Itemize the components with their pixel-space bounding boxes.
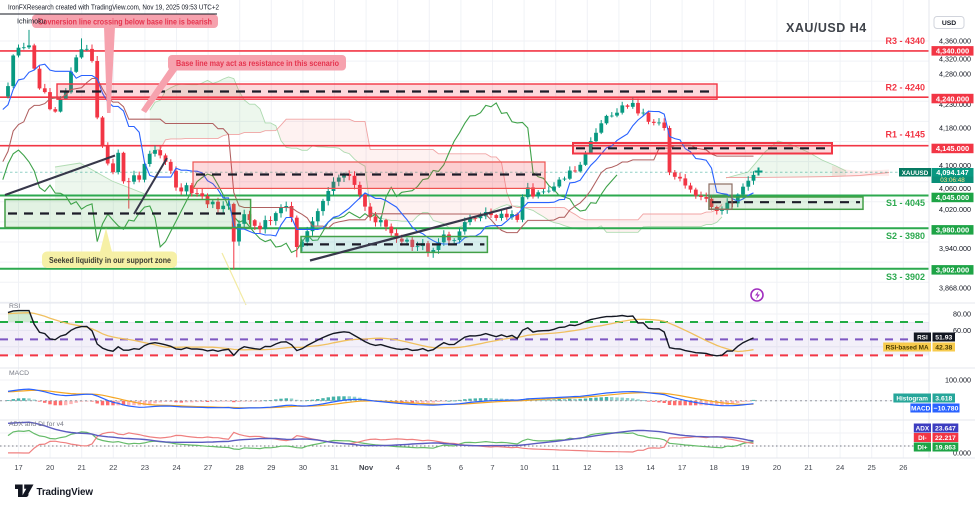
svg-text:14: 14 xyxy=(646,463,654,472)
svg-text:24: 24 xyxy=(836,463,844,472)
svg-text:80.00: 80.00 xyxy=(953,310,971,319)
svg-text:100.000: 100.000 xyxy=(945,376,971,385)
svg-text:Histogram: Histogram xyxy=(896,395,928,402)
svg-text:3,940.000: 3,940.000 xyxy=(939,244,971,253)
svg-text:4,045.000: 4,045.000 xyxy=(936,193,969,202)
svg-text:0.000: 0.000 xyxy=(953,449,971,458)
svg-text:Ichimoku: Ichimoku xyxy=(17,17,46,26)
svg-text:23: 23 xyxy=(141,463,149,472)
svg-text:10: 10 xyxy=(520,463,528,472)
svg-text:27: 27 xyxy=(204,463,212,472)
svg-text:4,340.000: 4,340.000 xyxy=(936,47,969,56)
svg-text:MACD: MACD xyxy=(911,405,931,412)
svg-text:51.93: 51.93 xyxy=(935,334,952,341)
svg-text:−10.780: −10.780 xyxy=(934,405,959,412)
svg-text:24: 24 xyxy=(172,463,180,472)
svg-text:ADX: ADX xyxy=(916,425,930,432)
svg-text:21: 21 xyxy=(78,463,86,472)
svg-text:USD: USD xyxy=(942,20,956,27)
svg-text:R1 - 4145: R1 - 4145 xyxy=(885,130,925,140)
svg-text:29: 29 xyxy=(267,463,275,472)
svg-text:42.38: 42.38 xyxy=(935,344,952,351)
svg-text:20: 20 xyxy=(46,463,54,472)
svg-text:28: 28 xyxy=(236,463,244,472)
svg-text:5: 5 xyxy=(427,463,431,472)
svg-text:4,100.000: 4,100.000 xyxy=(939,161,971,170)
svg-text:31: 31 xyxy=(330,463,338,472)
svg-text:4,060.000: 4,060.000 xyxy=(939,184,971,193)
svg-text:S1 - 4045: S1 - 4045 xyxy=(886,198,925,208)
svg-text:RSI-based MA: RSI-based MA xyxy=(886,344,929,351)
svg-text:R3 - 4340: R3 - 4340 xyxy=(885,36,925,46)
svg-text:XAUUSD: XAUUSD xyxy=(902,170,929,177)
svg-text:25: 25 xyxy=(868,463,876,472)
svg-text:S2 - 3980: S2 - 3980 xyxy=(886,231,925,241)
svg-text:XAU/USD H4: XAU/USD H4 xyxy=(786,21,867,35)
svg-text:Covnersion line crossing below: Covnersion line crossing below base line… xyxy=(38,17,212,26)
svg-text:3,868.000: 3,868.000 xyxy=(939,283,971,292)
svg-text:TradingView: TradingView xyxy=(37,487,94,498)
svg-text:4: 4 xyxy=(396,463,400,472)
svg-text:4,180.000: 4,180.000 xyxy=(939,124,971,133)
svg-text:17: 17 xyxy=(14,463,22,472)
svg-text:11: 11 xyxy=(552,463,560,472)
svg-text:4,094.147: 4,094.147 xyxy=(936,168,968,177)
svg-text:RSI: RSI xyxy=(9,303,20,310)
svg-text:4,230.000: 4,230.000 xyxy=(939,100,971,109)
svg-text:DI-: DI- xyxy=(918,435,927,442)
svg-text:ADX and DI for v4: ADX and DI for v4 xyxy=(9,421,64,428)
svg-text:R2 - 4240: R2 - 4240 xyxy=(885,83,925,93)
svg-text:12: 12 xyxy=(583,463,591,472)
svg-text:6: 6 xyxy=(459,463,463,472)
svg-text:4,240.000: 4,240.000 xyxy=(936,94,969,103)
svg-text:RSI: RSI xyxy=(917,334,928,341)
svg-text:17: 17 xyxy=(678,463,686,472)
svg-text:23.647: 23.647 xyxy=(935,425,956,432)
svg-text:18: 18 xyxy=(710,463,718,472)
svg-text:7: 7 xyxy=(490,463,494,472)
svg-text:19: 19 xyxy=(741,463,749,472)
svg-text:30: 30 xyxy=(299,463,307,472)
svg-text:26: 26 xyxy=(899,463,907,472)
svg-text:DI+: DI+ xyxy=(917,444,927,451)
svg-text:4,360.000: 4,360.000 xyxy=(939,37,971,46)
svg-text:20: 20 xyxy=(773,463,781,472)
svg-text:3,980.000: 3,980.000 xyxy=(936,226,969,235)
svg-text:4,145.000: 4,145.000 xyxy=(936,144,969,153)
svg-text:Seeked liquidity in our suppor: Seeked liquidity in our support zone xyxy=(49,256,171,265)
svg-text:3,902.000: 3,902.000 xyxy=(936,266,969,275)
svg-text:Nov: Nov xyxy=(359,463,374,472)
svg-text:21: 21 xyxy=(804,463,812,472)
svg-text:19.863: 19.863 xyxy=(935,444,956,451)
svg-text:IronFXResearch created with Tr: IronFXResearch created with TradingView.… xyxy=(8,5,219,12)
svg-text:13: 13 xyxy=(615,463,623,472)
svg-text:4,280.000: 4,280.000 xyxy=(939,70,971,79)
svg-text:22: 22 xyxy=(109,463,117,472)
svg-text:22.217: 22.217 xyxy=(935,435,956,442)
svg-text:60.00: 60.00 xyxy=(953,326,971,335)
svg-text:4,320.000: 4,320.000 xyxy=(939,55,971,64)
svg-text:Base line may act as resistanc: Base line may act as resistance in this … xyxy=(176,59,339,68)
svg-text:3.618: 3.618 xyxy=(935,395,952,402)
svg-text:MACD: MACD xyxy=(9,370,29,377)
svg-text:4,020.000: 4,020.000 xyxy=(939,205,971,214)
svg-text:03:06:48: 03:06:48 xyxy=(940,177,965,184)
svg-text:S3 - 3902: S3 - 3902 xyxy=(886,272,925,282)
